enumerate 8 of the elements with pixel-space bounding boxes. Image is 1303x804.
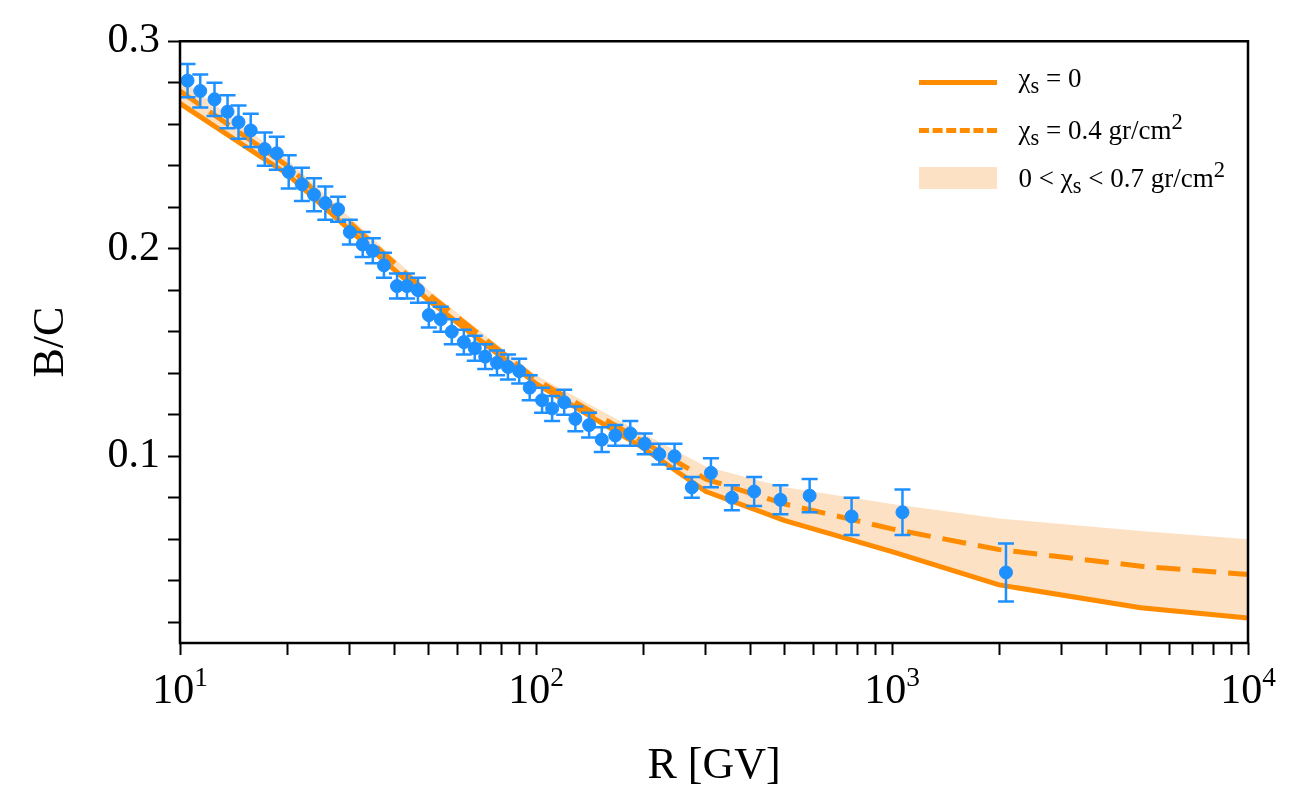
legend-label: 0 < χ$_{s}$ < 0.7 gr/cm$^{2}$	[1018, 156, 1225, 199]
y-tick-label: 0.1	[107, 430, 160, 477]
y-axis-title: B/C	[24, 306, 73, 378]
y-tick-label: 0.2	[107, 222, 160, 269]
legend-label: χ$_{s}$ = 0	[1018, 61, 1082, 101]
legend-label: χ$_{s}$ = 0.4 gr/cm$^{2}$	[1018, 107, 1183, 153]
y-tick-label: 0.3	[107, 15, 160, 62]
x-axis-title: R [GV]	[647, 739, 781, 788]
